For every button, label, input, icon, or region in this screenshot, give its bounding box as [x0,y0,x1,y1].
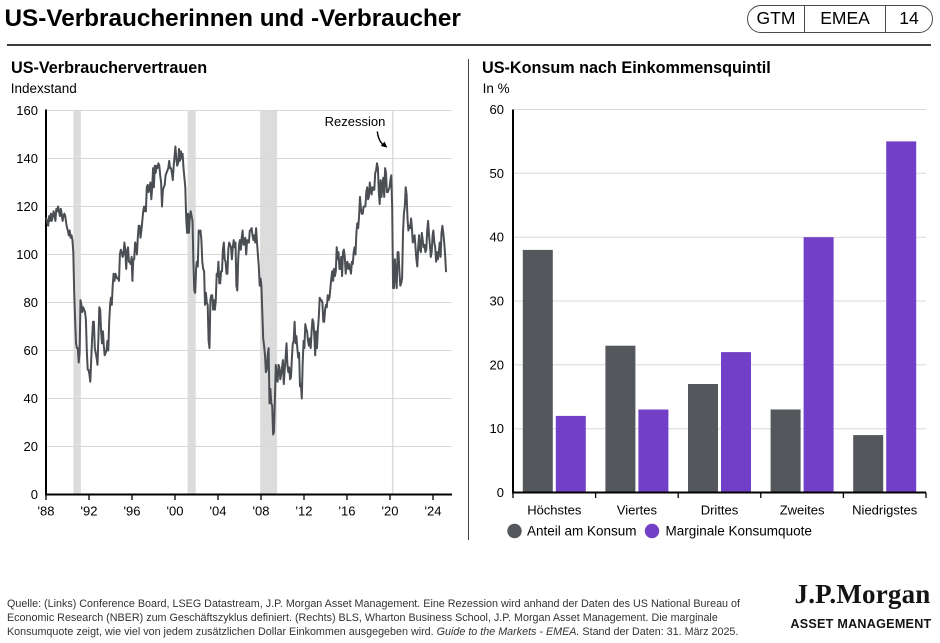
svg-text:Viertes: Viertes [617,503,658,518]
svg-text:Höchstes: Höchstes [527,503,582,518]
svg-text:Niedrigstes: Niedrigstes [852,503,918,518]
svg-text:'20: '20 [382,504,399,519]
svg-text:20: 20 [24,439,38,454]
svg-text:30: 30 [490,294,504,309]
svg-text:'96: '96 [124,504,141,519]
svg-text:60: 60 [490,102,504,117]
svg-text:80: 80 [24,295,38,310]
svg-text:0: 0 [497,485,504,500]
svg-text:50: 50 [490,166,504,181]
svg-text:40: 40 [24,391,38,406]
svg-text:'00: '00 [167,504,184,519]
svg-text:Rezession: Rezession [325,114,386,129]
svg-text:140: 140 [16,151,38,166]
svg-text:40: 40 [490,230,504,245]
svg-text:'88: '88 [38,504,55,519]
svg-text:10: 10 [490,421,504,436]
svg-text:60: 60 [24,343,38,358]
svg-text:'08: '08 [253,504,270,519]
svg-text:'24: '24 [425,504,442,519]
svg-text:'12: '12 [296,504,313,519]
svg-text:0: 0 [31,487,38,502]
svg-text:Drittes: Drittes [701,503,739,518]
svg-text:'92: '92 [81,504,98,519]
svg-text:Anteil am Konsum: Anteil am Konsum [527,523,637,538]
svg-text:120: 120 [16,199,38,214]
svg-text:'04: '04 [210,504,227,519]
svg-text:Zweites: Zweites [780,503,825,518]
svg-text:Marginale Konsumquote: Marginale Konsumquote [666,523,812,538]
svg-text:'16: '16 [339,504,356,519]
svg-text:160: 160 [16,103,38,118]
svg-text:20: 20 [490,357,504,372]
svg-text:100: 100 [16,247,38,262]
